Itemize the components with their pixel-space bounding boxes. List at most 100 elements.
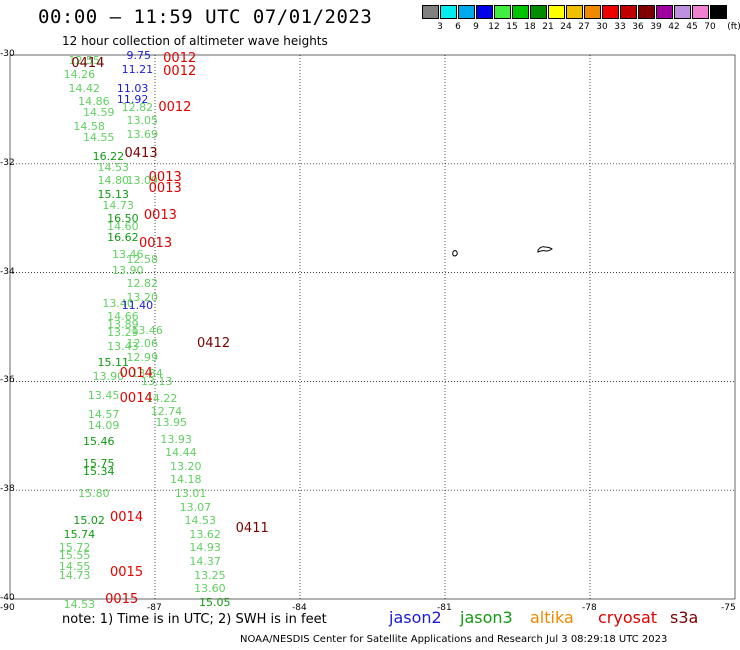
legend-label: 6 [455,22,461,32]
wave-height-reading: 13.20 [170,459,202,473]
track-time-label: 0013 [148,170,182,186]
legend-swatch [710,5,727,19]
page-subtitle: 12 hour collection of altimeter wave hei… [62,34,328,48]
map-frame [9,54,736,600]
wave-height-reading: 13.84 [131,367,163,381]
wave-height-reading: 14.57 [87,408,120,422]
wave-height-reading: 13.29 [107,326,139,340]
wave-height-reading: 13.01 [174,486,207,500]
legend-swatch [584,5,601,19]
wave-height-reading: 13.62 [189,527,221,541]
wave-height-reading: 14.73 [58,568,91,582]
wave-height-reading: 13.89 [107,318,139,332]
legend-swatch [692,5,709,19]
wave-height-reading: 15.05 [199,595,231,609]
wave-height-reading: 14.59 [83,106,115,120]
track-time-label: 0012 [163,64,197,80]
legend-label: 70 [704,22,716,32]
longitude-label: -75 [721,603,736,613]
legend-label: 9 [473,22,479,32]
legend-label: 36 [632,22,644,32]
legend-swatch [638,5,655,19]
wave-height-reading: 12.82 [126,277,159,291]
legend-swatch [620,5,637,19]
legend-label: 12 [488,22,500,32]
legend-label: 18 [524,22,536,32]
wave-height-reading: 14.42 [68,81,101,95]
satellite-legend-s3a: s3a [670,608,699,627]
legend-label: 3 [437,22,443,32]
footer-credit: NOAA/NESDIS Center for Satellite Applica… [240,634,668,645]
wave-height-reading: 14.53 [97,160,130,174]
wave-height-reading: 15.02 [73,514,105,528]
wave-height-reading: 13.60 [194,582,226,596]
legend-swatch [476,5,493,19]
wave-height-reading: 14.93 [189,541,221,555]
track-time-label: 0411 [235,521,269,537]
track-time-label: 0014 [119,390,153,406]
track-time-label: 0013 [139,235,173,251]
legend-swatch [458,5,475,19]
wave-height-reading: 13.45 [87,389,120,402]
page-title: 00:00 – 11:59 UTC 07/01/2023 [38,6,373,28]
wave-height-reading: 12.99 [126,350,159,364]
wave-height-reading: 9.75 [126,49,152,62]
legend-swatch [422,5,439,19]
wave-height-reading: 13.25 [194,568,226,582]
longitude-label: -78 [582,603,597,613]
track-time-label: 0012 [163,50,197,66]
wave-height-reading: 14.22 [145,391,178,405]
wave-height-reading: 12.55 [68,54,101,68]
wave-height-reading: 11.40 [121,299,154,313]
wave-height-reading: 13.46 [112,247,144,261]
wave-height-reading: 14.44 [165,446,197,460]
wave-height-reading: 14.86 [78,95,110,109]
legend-unit: (ft) [727,22,740,32]
longitude-label: -90 [0,603,15,613]
wave-height-reading: 13.46 [131,323,163,337]
legend-label: 39 [650,22,662,32]
wave-height-reading: 11.21 [121,62,154,76]
wave-height-reading: 14.53 [184,514,217,528]
legend-swatch [548,5,565,19]
latitude-label: -38 [0,484,15,495]
wave-height-reading: 12.58 [126,253,159,266]
legend-label: 30 [596,22,608,32]
latitude-label: -30 [0,49,15,59]
wave-height-reading: 14.60 [107,220,139,234]
wave-height-reading: 14.53 [63,598,96,612]
longitude-label: -84 [292,603,307,613]
legend-swatch [494,5,511,19]
wave-height-reading: 13.93 [160,432,192,446]
legend-label: 24 [560,22,572,32]
track-time-label: 0014 [110,510,144,526]
wave-height-reading: 14.80 [97,174,130,188]
wave-height-reading: 13.90 [92,369,125,383]
wave-height-reading: 13.13 [141,375,173,389]
wave-height-reading: 14.26 [63,68,96,82]
wave-height-reading: 13.05 [126,114,159,128]
legend-label: 42 [668,22,680,32]
track-time-label: 0013 [148,181,182,197]
legend-swatch [512,5,529,19]
satellite-legend-jason2: jason2 [389,608,442,627]
satellite-legend-cryosat: cryosat [598,608,658,627]
wave-height-reading: 14.18 [170,473,202,487]
track-time-label: 0014 [119,366,153,382]
wave-height-reading: 15.13 [97,187,130,201]
island-small [452,250,458,257]
wave-height-reading: 13.20 [126,291,159,305]
track-time-label: 0013 [143,208,177,224]
track-time-label: 0012 [158,99,192,115]
wave-height-reading: 15.80 [78,486,110,500]
wave-height-reading: 12.06 [126,337,159,351]
legend-label: 33 [614,22,626,32]
legend-swatch [440,5,457,19]
legend-swatch [602,5,619,19]
legend-swatch [656,5,673,19]
wave-height-reading: 14.58 [73,119,105,133]
legend-label: 21 [542,22,554,32]
wave-height-reading: 16.22 [92,149,125,163]
wave-height-reading: 11.92 [116,92,149,106]
